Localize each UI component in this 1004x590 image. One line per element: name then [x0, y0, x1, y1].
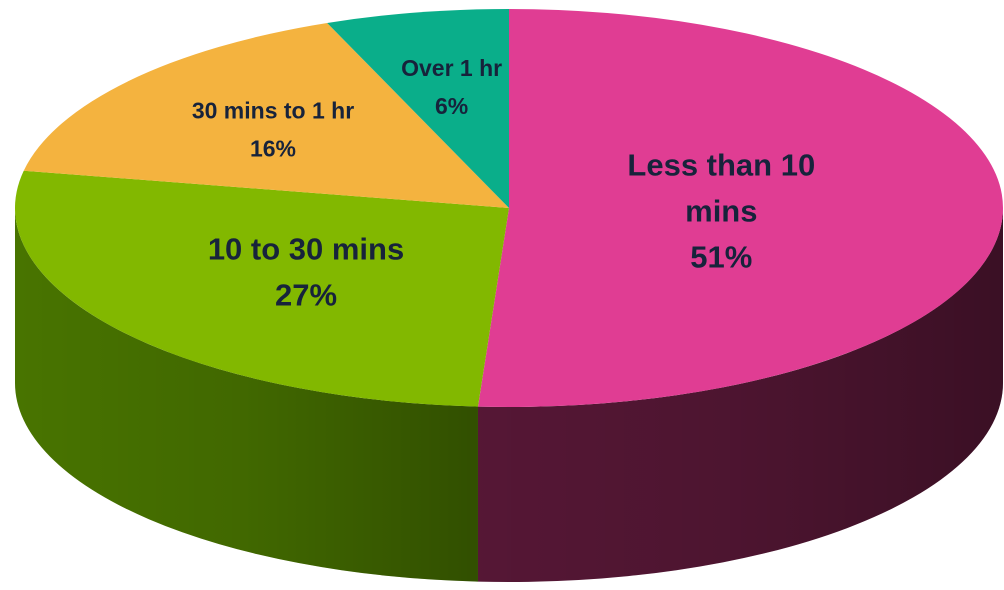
pie-side-shade-less-than-10-mins — [477, 208, 1004, 582]
pie-label-name-over-1-hr: Over 1 hr — [401, 55, 502, 81]
pie-label-value-over-1-hr: 6% — [435, 93, 468, 119]
pie-label-value-10-to-30-mins: 27% — [275, 277, 337, 312]
pie-tops — [14, 9, 1003, 407]
pie-slice-30-mins-to-1-hr — [23, 22, 510, 208]
pie-side-shade-10-to-30-mins — [15, 208, 478, 582]
pie-slice-less-than-10-mins — [477, 9, 1003, 407]
pie-label-name-less-than-10-mins: mins — [685, 194, 757, 229]
pie-label-less-than-10-mins: Less than 10 mins 51% — [627, 148, 815, 275]
pie-label-name-10-to-30-mins: 10 to 30 mins — [208, 231, 404, 266]
pie-sides — [15, 208, 1004, 582]
pie-slice-over-1-hr — [327, 9, 509, 208]
pie-label-name-30-mins-to-1-hr: 30 mins to 1 hr — [192, 97, 354, 123]
pie-label-over-1-hr: Over 1 hr 6% — [401, 55, 502, 119]
pie-label-value-less-than-10-mins: 51% — [690, 240, 752, 275]
pie-label-value-30-mins-to-1-hr: 16% — [250, 135, 296, 161]
pie-label-name-less-than-10-mins: Less than 10 — [627, 148, 815, 183]
pie-label-30-mins-to-1-hr: 30 mins to 1 hr 16% — [192, 97, 354, 161]
pie-labels: Less than 10 mins 51% 10 to 30 mins 27% 30 mi… — [192, 55, 815, 312]
pie-slice-10-to-30-mins — [14, 170, 510, 407]
pie-label-10-to-30-mins: 10 to 30 mins 27% — [208, 231, 404, 312]
